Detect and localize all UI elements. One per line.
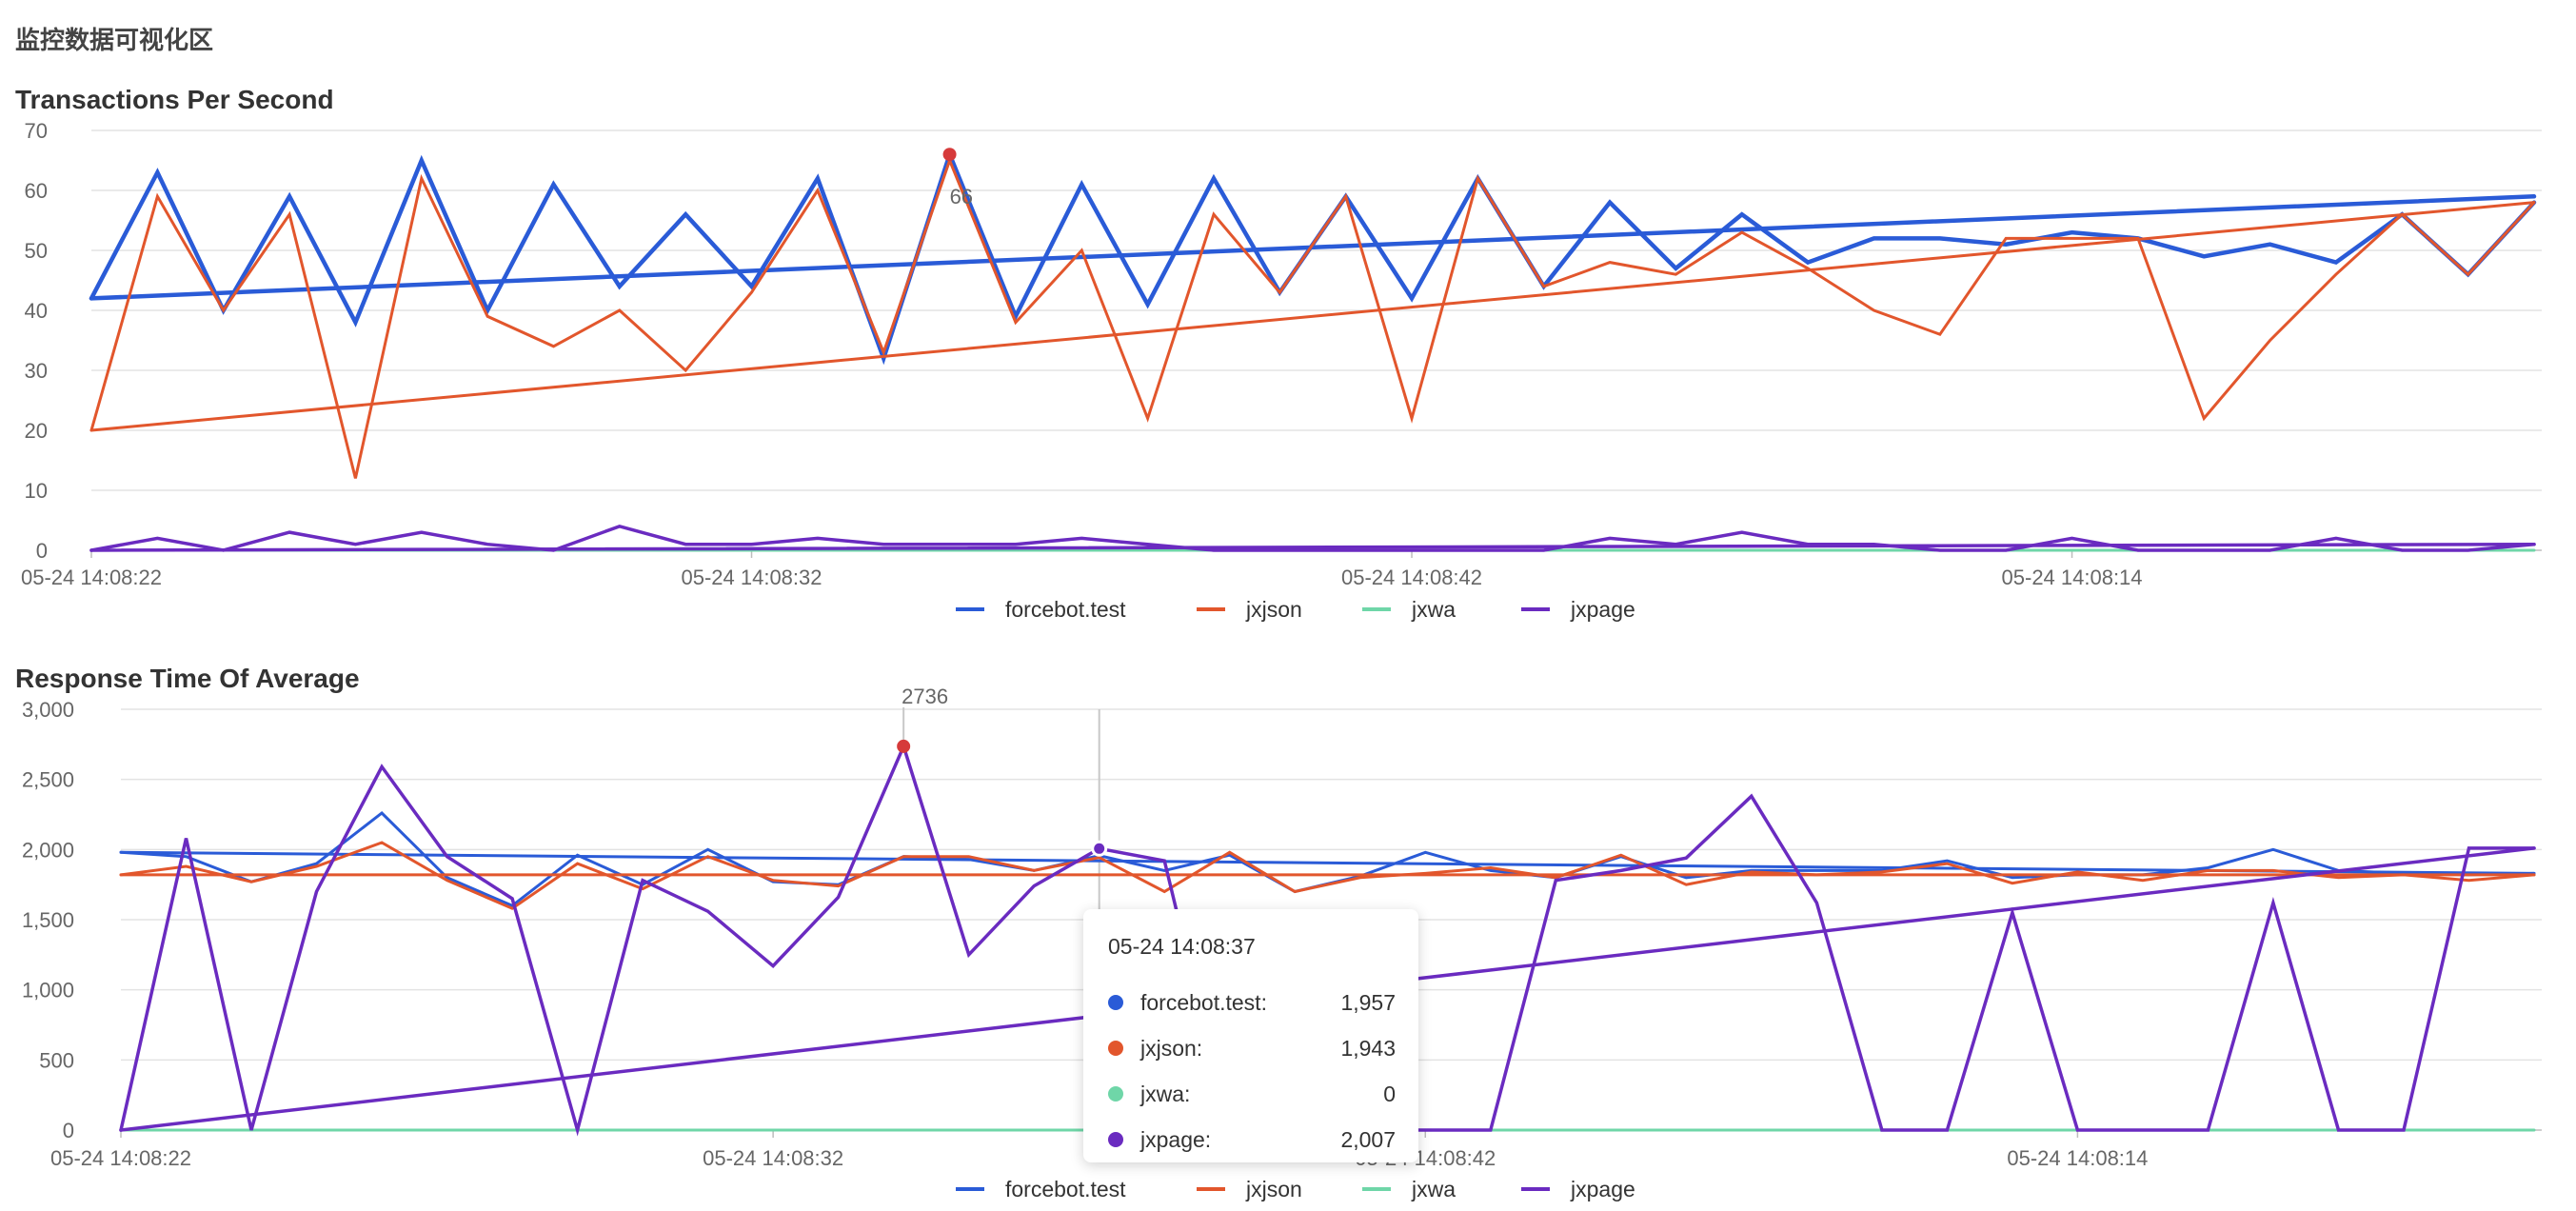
trend-line-forcebot-test <box>119 850 2536 875</box>
tooltip-series-value: 1,943 <box>1340 1035 1396 1061</box>
x-tick-label: 05-24 14:08:32 <box>703 1146 843 1170</box>
tooltip-series-value: 1,957 <box>1340 989 1396 1015</box>
trend-line-jxjson <box>89 201 2536 432</box>
x-tick-label: 05-24 14:08:22 <box>21 566 162 589</box>
legend-item-forcebot-test: forcebot.test <box>956 1177 1126 1201</box>
chart-tooltip: 05-24 14:08:37 forcebot.test: 1,957 jxjson… <box>1083 909 1418 1162</box>
y-tick-label: 500 <box>39 1048 74 1072</box>
y-tick-label: 60 <box>25 179 48 203</box>
y-tick-label: 30 <box>25 359 48 383</box>
y-tick-label: 50 <box>25 239 48 263</box>
legend-label: forcebot.test <box>1005 1177 1126 1201</box>
legend-label: jxwa <box>1411 1177 1456 1201</box>
y-tick-label: 1,000 <box>22 979 74 1003</box>
legend-item-jxpage: jxpage <box>1521 1177 1635 1201</box>
tooltip-dot-icon <box>1108 1041 1123 1056</box>
tooltip-row: forcebot.test: 1,957 <box>1108 980 1396 1025</box>
legend-label: jxpage <box>1570 1177 1635 1201</box>
tooltip-series-name: forcebot.test: <box>1140 989 1267 1015</box>
legend-item-forcebot-test: forcebot.test <box>956 597 1126 622</box>
x-tick-label: 05-24 14:08:14 <box>2007 1146 2148 1170</box>
tooltip-series-name: jxwa: <box>1140 1081 1191 1106</box>
x-tick-label: 05-24 14:08:32 <box>681 566 822 589</box>
legend-label: jxwa <box>1411 597 1456 622</box>
legend-label: jxjson <box>1245 1177 1302 1201</box>
y-tick-label: 3,000 <box>22 698 74 722</box>
tooltip-dot-icon <box>1108 1086 1123 1102</box>
x-tick-label: 05-24 14:08:22 <box>50 1146 191 1170</box>
y-tick-label: 1,500 <box>22 908 74 932</box>
legend-label: jxjson <box>1245 597 1302 622</box>
page-title: 监控数据可视化区 <box>15 26 214 54</box>
y-tick-label: 2,500 <box>22 768 74 792</box>
max-label: 2736 <box>902 685 948 708</box>
tooltip-series-name: jxjson: <box>1140 1035 1203 1061</box>
tooltip-dot-icon <box>1108 995 1123 1010</box>
legend-item-jxwa: jxwa <box>1362 1177 1456 1201</box>
legend-item-jxwa: jxwa <box>1362 597 1456 622</box>
y-tick-label: 0 <box>36 539 48 563</box>
y-tick-label: 40 <box>25 299 48 323</box>
tooltip-series-value: 2,007 <box>1340 1126 1396 1152</box>
tooltip-row: jxwa: 0 <box>1108 1071 1396 1117</box>
y-tick-label: 2,000 <box>22 838 74 862</box>
legend-label: forcebot.test <box>1005 597 1126 622</box>
legend-item-jxjson: jxjson <box>1197 1177 1302 1201</box>
y-tick-label: 0 <box>63 1119 74 1142</box>
tooltip-dot-icon <box>1108 1132 1123 1147</box>
chart-1: Transactions Per Second 0 10 20 30 40 50 60 70 05… <box>15 85 2542 622</box>
y-tick-label: 20 <box>25 419 48 443</box>
legend-label: jxpage <box>1570 597 1635 622</box>
hover-point <box>1091 840 1108 857</box>
series-line-jxpage <box>89 524 2536 552</box>
max-label: 66 <box>950 185 973 208</box>
x-tick-label: 05-24 14:08:42 <box>1341 566 1482 589</box>
trend-line-jxpage <box>89 542 2536 552</box>
tooltip-title: 05-24 14:08:37 <box>1108 934 1256 959</box>
series-line-jxjson <box>119 841 2536 910</box>
y-tick-label: 10 <box>25 479 48 503</box>
chart-title: Transactions Per Second <box>15 85 334 114</box>
y-tick-label: 70 <box>25 119 48 143</box>
chart-title: Response Time Of Average <box>15 664 360 693</box>
tooltip-series-name: jxpage: <box>1140 1126 1212 1152</box>
x-tick-label: 05-24 14:08:14 <box>2002 566 2143 589</box>
tooltip-series-value: 0 <box>1383 1081 1396 1106</box>
max-point <box>942 148 957 162</box>
legend-item-jxjson: jxjson <box>1197 597 1302 622</box>
legend-item-jxpage: jxpage <box>1521 597 1635 622</box>
series-line-jxjson <box>89 156 2536 479</box>
tooltip-row: jxjson: 1,943 <box>1108 1025 1396 1071</box>
max-point <box>897 739 911 753</box>
tooltip-row: jxpage: 2,007 <box>1108 1117 1396 1162</box>
